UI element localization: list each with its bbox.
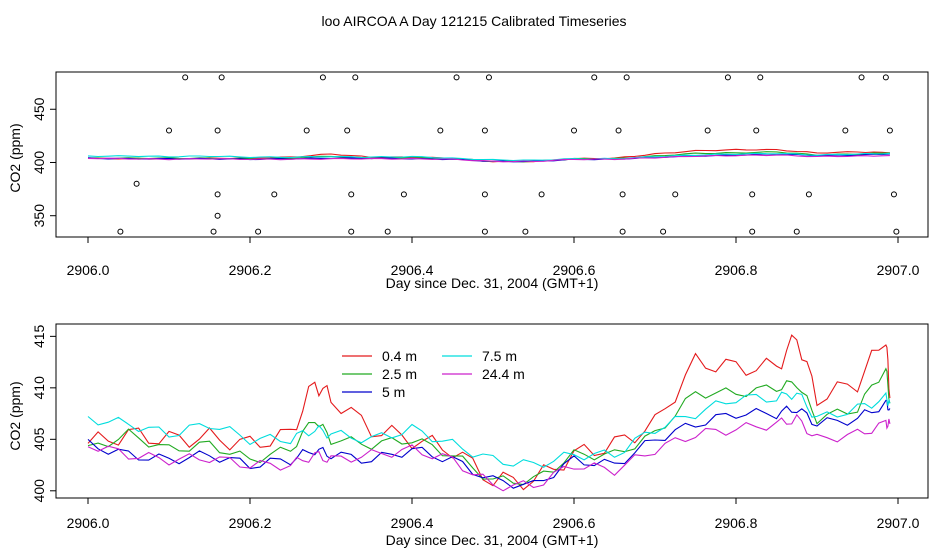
x-tick-label: 2906.6: [553, 515, 596, 531]
marker-point: [615, 127, 622, 134]
x-tick-label: 2906.4: [391, 262, 434, 278]
bottom-legend: 0.4 m 2.5 m 5 m 7.5 m 24.4 m: [342, 348, 525, 400]
marker-point: [319, 74, 326, 81]
top-panel: 2906.0 2906.2 2906.4 2906.6 2906.8 2907.0 350…: [7, 71, 929, 291]
x-tick-label: 2906.2: [229, 515, 272, 531]
y-tick-label: 405: [31, 427, 47, 451]
marker-point: [271, 191, 278, 198]
marker-point: [303, 127, 310, 134]
y-tick-label: 350: [31, 204, 47, 228]
top-y-axis-label: CO2 (ppm): [7, 123, 23, 192]
marker-point: [218, 74, 225, 81]
marker-point: [882, 74, 889, 81]
marker-point: [757, 74, 764, 81]
x-tick-label: 2906.6: [553, 262, 596, 278]
marker-point: [805, 191, 812, 198]
series-line-24-4-m: [87, 413, 891, 492]
legend-label: 2.5 m: [382, 366, 417, 382]
x-tick-label: 2907.0: [877, 515, 920, 531]
x-tick-label: 2906.0: [67, 262, 110, 278]
x-tick-label: 2906.8: [715, 262, 758, 278]
marker-point: [182, 74, 189, 81]
marker-point: [571, 127, 577, 134]
marker-point: [481, 191, 488, 198]
legend-label: 24.4 m: [482, 366, 525, 382]
marker-point: [348, 228, 355, 235]
bottom-x-axis: 2906.0 2906.2 2906.4 2906.6 2906.8 2907.0: [67, 498, 920, 531]
marker-point: [538, 191, 545, 198]
marker-point: [704, 127, 711, 134]
marker-point: [117, 228, 124, 235]
marker-point: [400, 191, 407, 198]
marker-point: [166, 127, 172, 134]
legend-label: 0.4 m: [382, 348, 417, 364]
marker-point: [619, 228, 626, 235]
marker-point: [255, 228, 262, 235]
y-tick-label: 400: [31, 151, 47, 175]
marker-point: [453, 74, 460, 81]
top-plot-frame: [55, 71, 929, 238]
series-line-7-5-m: [87, 391, 891, 468]
legend-label: 5 m: [382, 384, 405, 400]
series-line-5-m: [87, 399, 891, 489]
x-tick-label: 2906.8: [715, 515, 758, 531]
y-tick-label: 410: [31, 376, 47, 400]
marker-point: [485, 74, 492, 81]
marker-point: [210, 228, 217, 235]
x-tick-label: 2906.2: [229, 262, 272, 278]
bottom-y-axis-label: CO2 (ppm): [7, 381, 23, 450]
marker-point: [344, 127, 351, 134]
top-series-lines: [87, 148, 890, 163]
marker-point: [619, 191, 626, 198]
marker-point: [591, 74, 598, 81]
marker-point: [481, 127, 488, 134]
marker-point: [481, 228, 488, 235]
y-tick-label: 450: [31, 97, 47, 121]
series-line-24-4-m: [87, 154, 890, 163]
marker-point: [890, 191, 897, 198]
marker-point: [660, 228, 667, 235]
marker-point: [437, 127, 444, 134]
marker-point: [793, 228, 800, 235]
y-tick-label: 400: [31, 479, 47, 503]
top-y-axis: 350 400 450: [31, 97, 56, 227]
top-markers: [117, 74, 900, 235]
bottom-y-axis: 400 405 410 415: [31, 324, 56, 502]
bottom-plot-frame: [55, 323, 929, 499]
marker-point: [384, 228, 391, 235]
x-tick-label: 2907.0: [877, 262, 920, 278]
marker-point: [749, 228, 756, 235]
x-tick-label: 2906.4: [391, 515, 434, 531]
y-tick-label: 415: [31, 324, 47, 348]
chart-title: loo AIRCOA A Day 121215 Calibrated Times…: [321, 13, 626, 29]
top-x-axis: 2906.0 2906.2 2906.4 2906.6 2906.8 2907.0: [67, 237, 920, 278]
legend-label: 7.5 m: [482, 348, 517, 364]
marker-point: [753, 127, 760, 134]
marker-point: [623, 74, 630, 81]
marker-point: [724, 74, 731, 81]
series-line-2-5-m: [87, 367, 891, 486]
bottom-x-axis-label: Day since Dec. 31, 2004 (GMT+1): [386, 532, 599, 548]
top-x-axis-label: Day since Dec. 31, 2004 (GMT+1): [386, 275, 599, 291]
marker-point: [886, 127, 893, 134]
marker-point: [893, 228, 900, 235]
marker-point: [352, 74, 359, 81]
marker-point: [522, 228, 529, 235]
x-tick-label: 2906.0: [67, 515, 110, 531]
marker-point: [348, 191, 355, 198]
bottom-series-lines: [87, 334, 891, 492]
marker-point: [214, 212, 221, 219]
marker-point: [842, 127, 849, 134]
marker-point: [214, 191, 221, 198]
marker-point: [672, 191, 679, 198]
marker-point: [214, 127, 221, 134]
marker-point: [133, 180, 140, 187]
marker-point: [858, 74, 865, 81]
marker-point: [749, 191, 756, 198]
bottom-panel: 2906.0 2906.2 2906.4 2906.6 2906.8 2907.0 400…: [7, 323, 929, 548]
series-line-7-5-m: [87, 152, 890, 162]
